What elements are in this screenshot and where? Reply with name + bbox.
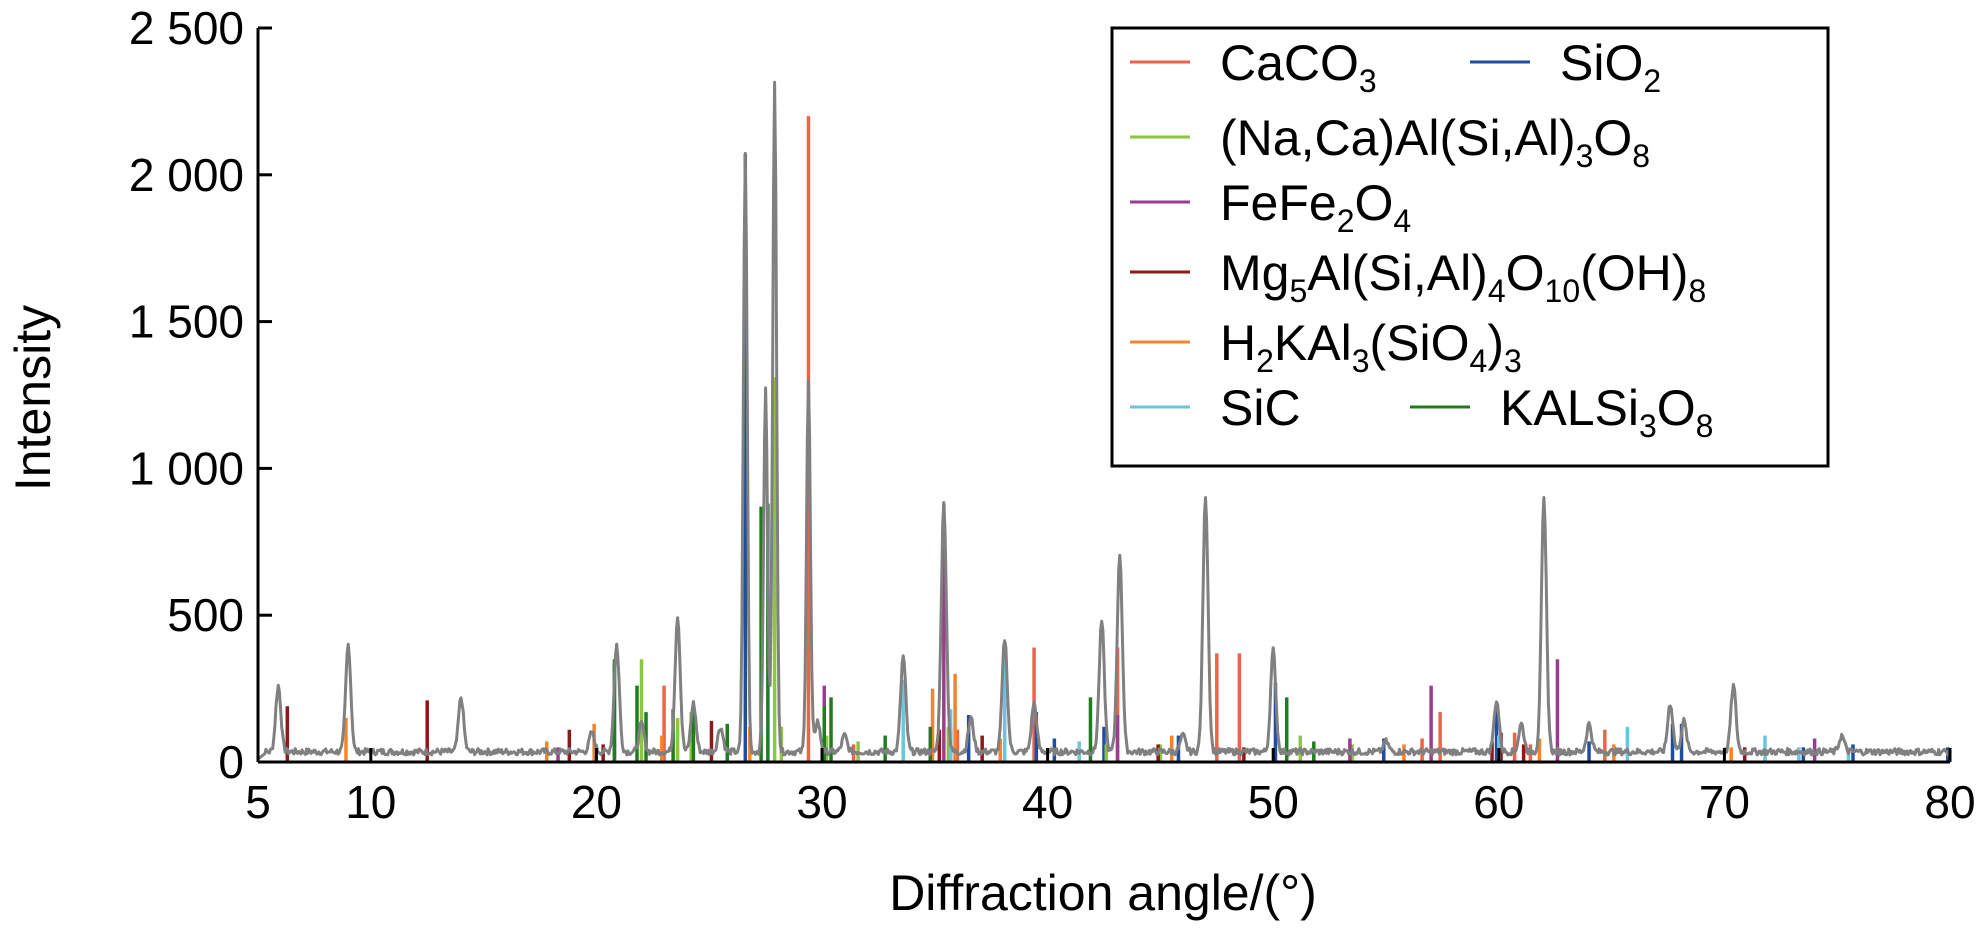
legend-label: H2​KAl3​(SiO4​)3​ [1220, 315, 1522, 379]
legend-label: CaCO3​ [1220, 35, 1377, 99]
series-6-peaks [901, 644, 1851, 762]
x-axis-ticks: 5 10 20 30 40 50 60 70 80 [245, 748, 1976, 828]
legend-label: SiC [1220, 380, 1301, 436]
legend-item: (Na,Ca)Al(Si,Al)3​O8​ [1130, 110, 1650, 174]
x-tick-label: 30 [796, 776, 847, 828]
legend-item: Mg5​Al(Si,Al)4​O10​(OH)8​ [1130, 245, 1706, 309]
legend-label: SiO2​ [1560, 35, 1661, 99]
axes [256, 28, 1950, 764]
legend-item: KALSi3​O8​ [1410, 380, 1713, 444]
x-tick-label: 60 [1473, 776, 1524, 828]
x-tick-label: 20 [571, 776, 622, 828]
legend-item: SiO2​ [1470, 35, 1661, 99]
y-tick-label: 0 [218, 736, 244, 788]
legend-label: (Na,Ca)Al(Si,Al)3​O8​ [1220, 110, 1650, 174]
legend-item: FeFe2​O4​ [1130, 175, 1411, 239]
legend: CaCO3​ SiO2​ (Na,Ca)Al(Si,Al)3​O8​FeFe2​O4… [1110, 26, 1830, 468]
legend-box [1110, 26, 1830, 468]
diffraction-pattern [257, 80, 1952, 761]
y-axis-title: Intensity [5, 305, 61, 491]
x-tick-label: 80 [1924, 776, 1975, 828]
y-tick-label: 1 500 [129, 296, 244, 348]
x-tick-label: 40 [1022, 776, 1073, 828]
x-tick-label: 10 [345, 776, 396, 828]
legend-label: KALSi3​O8​ [1500, 380, 1713, 444]
legend-label: FeFe2​O4​ [1220, 175, 1411, 239]
x-tick-label: 70 [1699, 776, 1750, 828]
x-axis-title: Diffraction angle/(°) [889, 865, 1317, 921]
pattern-line [257, 80, 1952, 761]
x-tick-label: 5 [245, 776, 271, 828]
x-tick-label: 50 [1248, 776, 1299, 828]
legend-item: CaCO3​ [1130, 35, 1377, 99]
y-tick-label: 500 [167, 589, 244, 641]
legend-item: H2​KAl3​(SiO4​)3​ [1130, 315, 1522, 379]
legend-label: Mg5​Al(Si,Al)4​O10​(OH)8​ [1220, 245, 1706, 309]
legend-item: SiC [1130, 380, 1301, 436]
series-2-peaks [639, 377, 1354, 762]
y-tick-label: 2 500 [129, 2, 244, 54]
y-tick-label: 1 000 [129, 442, 244, 494]
y-axis-ticks: 0 500 1 000 1 500 2 000 2 500 [129, 2, 272, 788]
y-tick-label: 2 000 [129, 149, 244, 201]
